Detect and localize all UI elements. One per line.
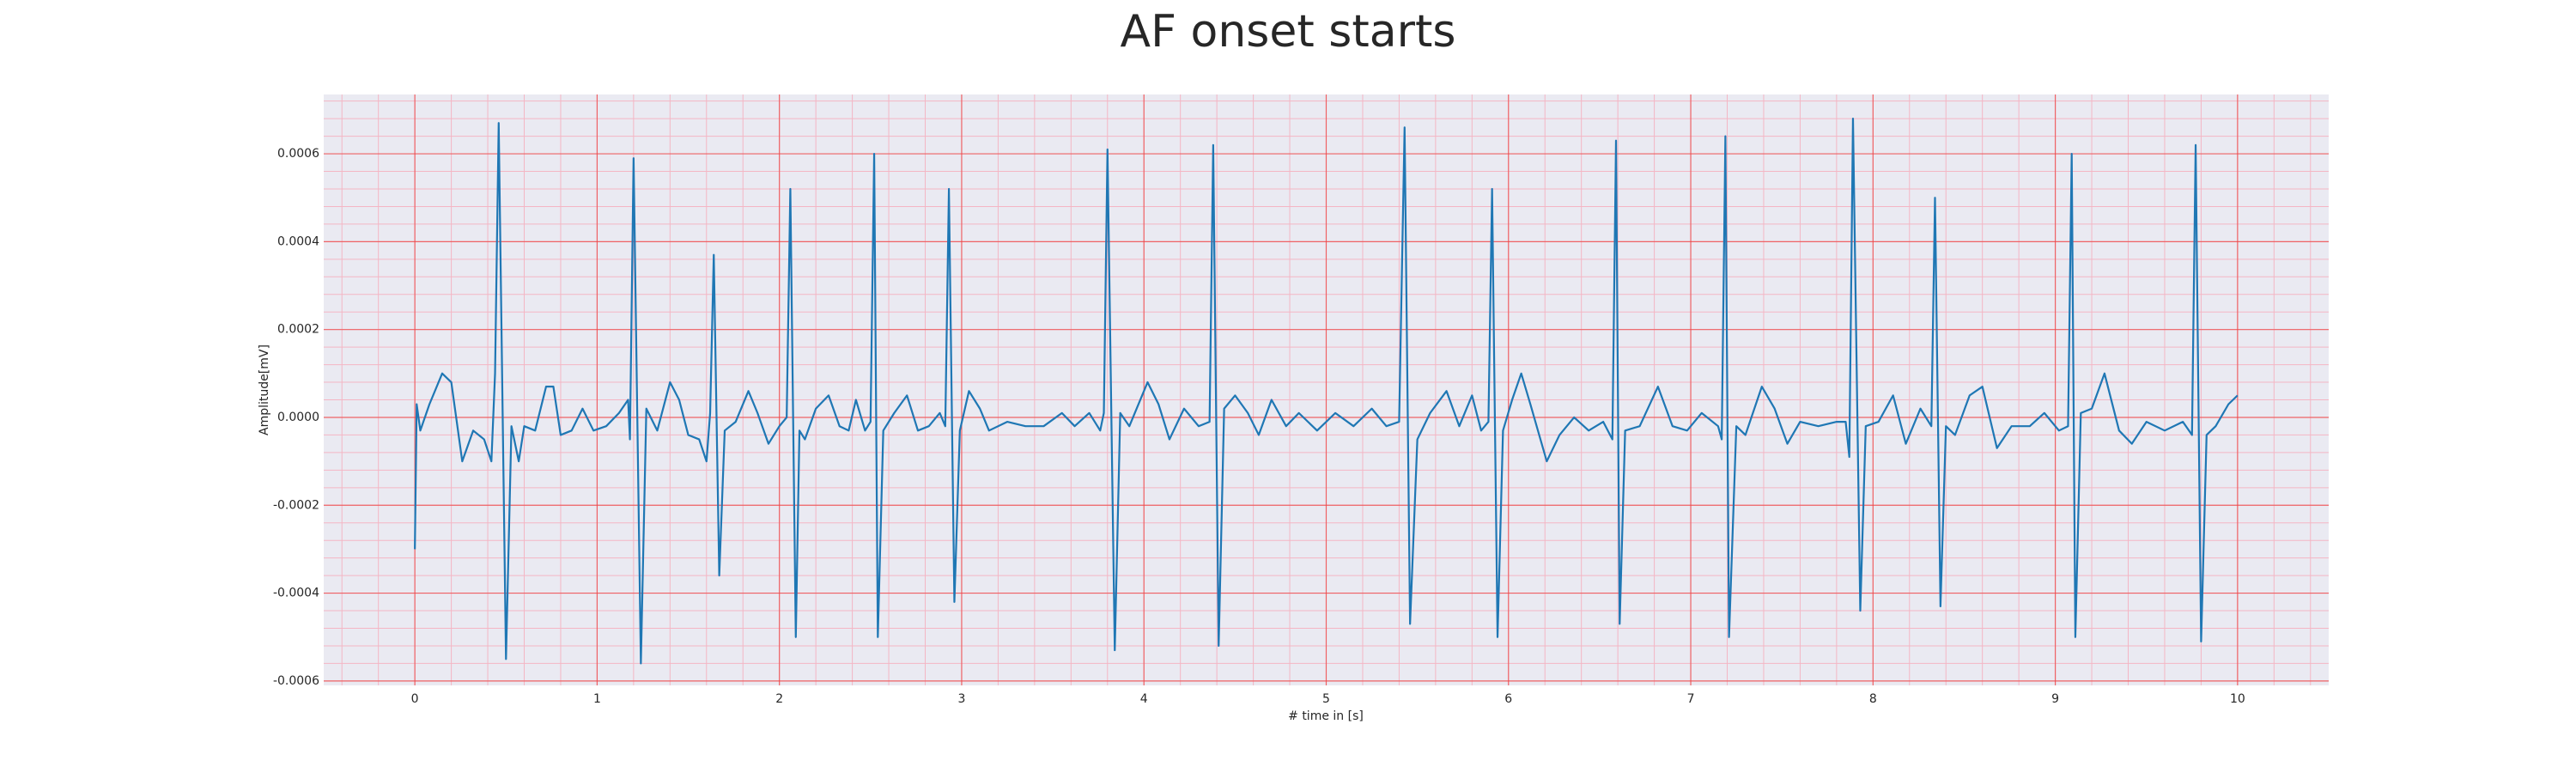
x-tick-label: 10 xyxy=(2230,692,2245,706)
y-tick-label: 0.0004 xyxy=(277,234,319,248)
major-grid xyxy=(324,94,2329,685)
plot-marks xyxy=(414,118,2239,665)
x-tick-label: 3 xyxy=(957,692,965,706)
x-tick-label: 0 xyxy=(411,692,419,706)
x-tick-label: 8 xyxy=(1869,692,1877,706)
signal-line xyxy=(414,118,2239,665)
x-tick-label: 9 xyxy=(2051,692,2059,706)
x-tick-label: 4 xyxy=(1140,692,1148,706)
x-tick-label: 1 xyxy=(593,692,601,706)
y-tick-label: -0.0002 xyxy=(273,498,319,512)
x-tick-label: 5 xyxy=(1322,692,1330,706)
y-axis-label: Amplitude[mV] xyxy=(258,344,271,435)
y-tick-label: 0.0000 xyxy=(277,411,319,424)
x-tick-label: 7 xyxy=(1687,692,1695,706)
chart-title: AF onset starts xyxy=(1121,6,1456,58)
tick-labels: 0 1 2 3 4 5 6 7 8 9 10 -0.0006 -0.0004 -0.0002 0.0000 0… xyxy=(273,147,2245,706)
x-tick-label: 2 xyxy=(775,692,783,706)
x-tick-label: 6 xyxy=(1504,692,1512,706)
y-tick-label: -0.0004 xyxy=(273,587,319,600)
y-tick-label: 0.0002 xyxy=(277,323,319,337)
x-axis-label: # time in [s] xyxy=(1288,709,1364,723)
y-tick-label: 0.0006 xyxy=(277,147,319,161)
y-tick-label: -0.0006 xyxy=(273,674,319,688)
